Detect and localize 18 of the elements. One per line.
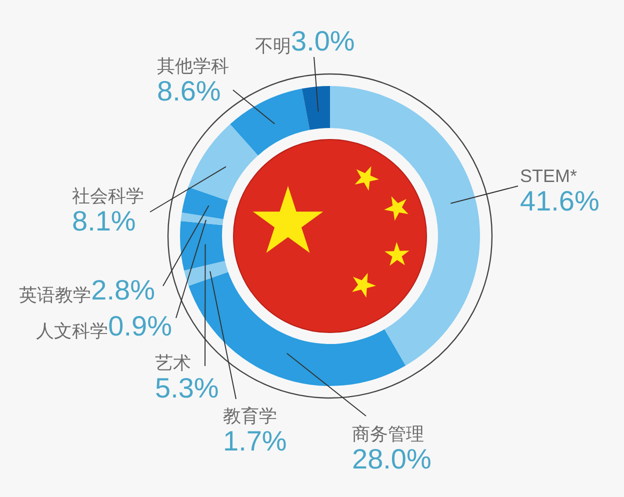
data-label: 2.8% — [91, 274, 155, 306]
slice-label: 商务管理 — [352, 424, 424, 444]
data-label: 41.6% — [520, 186, 600, 216]
slice-label: 英语教学 — [19, 285, 92, 305]
slice-label: STEM* — [520, 166, 578, 186]
data-label: 0.9% — [108, 310, 172, 342]
slice-label: 人文科学 — [36, 321, 108, 341]
slice-label: 其他学科 — [157, 56, 229, 76]
data-label: 3.0% — [291, 26, 355, 56]
data-label: 8.6% — [157, 76, 221, 106]
data-label: 28.0% — [352, 444, 432, 474]
data-label: 5.3% — [155, 372, 219, 404]
slice-label: 教育学 — [223, 406, 277, 426]
slice-label: 不明 — [255, 36, 291, 56]
slice-label: 社会科学 — [72, 186, 144, 206]
data-label: 8.1% — [72, 206, 136, 236]
slice-label: 艺术 — [155, 353, 191, 373]
data-label: 1.7% — [223, 426, 287, 456]
